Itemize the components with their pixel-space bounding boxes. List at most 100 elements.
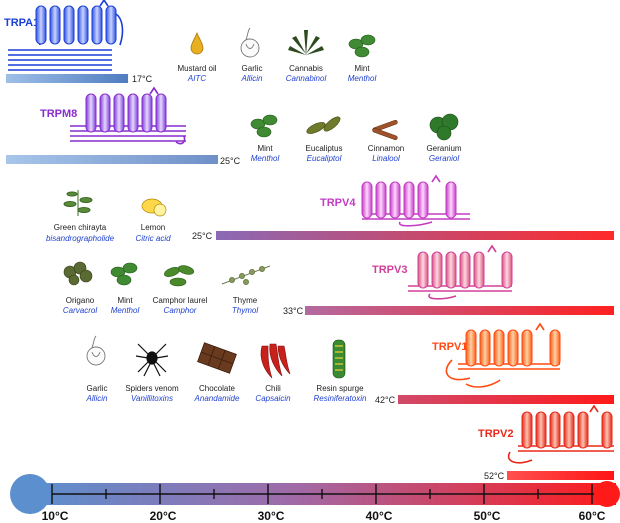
- chili-pepper-icon: [260, 343, 291, 379]
- compound-spiders-venom: Spiders venom Vanillitoxins: [125, 343, 179, 403]
- source-name: Mint: [257, 144, 273, 153]
- trpv1-threshold: 42°C: [375, 395, 396, 405]
- compound-mint-b: Mint Menthol: [250, 114, 279, 163]
- source-name: Cannabis: [289, 64, 323, 73]
- source-name: Origano: [66, 296, 95, 305]
- trpv2-row: TRPV2 52°C: [478, 404, 614, 481]
- source-name: Mustard oil: [177, 64, 216, 73]
- thyme-icon: [221, 265, 271, 285]
- channel-label-trpv3: TRPV3: [372, 264, 407, 276]
- source-name: Geranium: [426, 144, 461, 153]
- compound-name: Allicin: [86, 394, 108, 403]
- scale-tick-10: 10°C: [42, 509, 69, 523]
- compound-name: Anandamide: [194, 394, 240, 403]
- source-name: Mint: [117, 296, 133, 305]
- temperature-scale: 10°C 20°C 30°C 40°C 50°C 60°C: [10, 474, 620, 523]
- oregano-icon: [63, 261, 93, 286]
- compound-name: Menthol: [111, 306, 140, 315]
- compound-name: Thymol: [232, 306, 258, 315]
- mint-leaf-icon: [110, 262, 138, 286]
- trpv3-threshold: 33°C: [283, 306, 304, 316]
- mustard-oil-drop-icon: [190, 31, 204, 55]
- compound-thyme: Thyme Thymol: [221, 265, 271, 315]
- mint-leaf-icon: [348, 34, 376, 58]
- compound-mustard-oil: Mustard oil AITC: [177, 31, 217, 83]
- garlic-icon: [240, 27, 260, 58]
- compound-name: Menthol: [348, 74, 377, 83]
- source-name: Chili: [265, 384, 281, 393]
- source-name: Spiders venom: [125, 384, 179, 393]
- source-name: Camphor laurel: [153, 296, 208, 305]
- trpa1-channel-icon: [8, 0, 124, 71]
- trpa1-row: TRPA1 17°C Mustard oil AITC Garlic Allic…: [4, 0, 376, 84]
- trpa1-threshold: 17°C: [132, 74, 153, 84]
- trpv3-channel-icon: [408, 244, 513, 300]
- compound-name: Camphor: [164, 306, 197, 315]
- source-name: Green chirayta: [54, 223, 107, 232]
- trpm8-cold-bar: [6, 155, 218, 164]
- trpv2-channel-icon: [507, 404, 614, 464]
- cannabis-leaf-icon: [288, 30, 324, 56]
- compound-eucalyptus: Eucaliptus Eucaliptol: [306, 116, 342, 163]
- compound-name: Carvacrol: [63, 306, 97, 315]
- compound-garlic-a: Garlic Allicin: [240, 27, 263, 83]
- compound-mint-c: Mint Menthol: [110, 262, 140, 315]
- channel-label-trpa1: TRPA1: [4, 17, 39, 29]
- trpv3-row: TRPV3 33°C Origano Carvacrol Mint: [63, 244, 614, 316]
- compound-name: Citric acid: [135, 234, 171, 243]
- mint-leaf-icon: [250, 114, 278, 138]
- trpm8-row: TRPM8 25°C Mint Menthol Eucaliptus: [6, 86, 462, 166]
- compound-name: bisandrographolide: [46, 234, 115, 243]
- compound-geranium: Geranium Geraniol: [426, 113, 462, 163]
- compound-chili: Chili Capsaicin: [255, 343, 291, 403]
- compound-resin-spurge: Resin spurge Resiniferatoxin: [314, 339, 367, 403]
- compound-name: Geraniol: [429, 154, 459, 163]
- camphor-leaf-icon: [164, 265, 195, 287]
- scale-tick-60: 60°C: [579, 509, 606, 523]
- compound-cannabis: Cannabis Cannabinol: [286, 30, 327, 83]
- cinnamon-stick-icon: [372, 119, 398, 141]
- compound-camphor-laurel: Camphor laurel Camphor: [153, 265, 208, 315]
- source-name: Garlic: [242, 64, 263, 73]
- source-name: Mint: [354, 64, 370, 73]
- scale-axis: [51, 484, 594, 504]
- geranium-leaf-icon: [429, 113, 459, 141]
- trpv1-channel-icon: [445, 322, 561, 388]
- compound-green-chirayta: Green chirayta bisandrographolide: [46, 190, 115, 243]
- garlic-icon: [86, 335, 106, 366]
- compound-name: Resiniferatoxin: [314, 394, 367, 403]
- source-name: Lemon: [141, 223, 165, 232]
- trpa1-cold-bar: [6, 74, 128, 83]
- trpv1-warm-bar: [398, 395, 614, 404]
- trpv2-threshold: 52°C: [484, 471, 505, 481]
- scale-cold-end-bulb: [10, 474, 50, 514]
- compound-chocolate: Chocolate Anandamide: [194, 342, 240, 403]
- compound-cinnamon: Cinnamon Linalool: [368, 119, 404, 163]
- source-name: Garlic: [87, 384, 108, 393]
- scale-tick-20: 20°C: [150, 509, 177, 523]
- channel-label-trpv4: TRPV4: [320, 197, 356, 209]
- compound-name: Allicin: [241, 74, 263, 83]
- spider-icon: [135, 343, 169, 377]
- source-name: Thyme: [233, 296, 258, 305]
- trpm8-threshold: 25°C: [220, 156, 241, 166]
- lemon-icon: [141, 198, 167, 217]
- trpv4-row: TRPV4 25°C Green chirayta bisandrographo…: [46, 174, 614, 243]
- scale-tick-40: 40°C: [366, 509, 393, 523]
- channel-label-trpv2: TRPV2: [478, 428, 513, 440]
- trpv4-threshold: 25°C: [192, 231, 213, 241]
- compound-name: Cannabinol: [286, 74, 327, 83]
- compound-name: AITC: [187, 74, 206, 83]
- compound-mint-a: Mint Menthol: [348, 34, 377, 83]
- scale-tick-30: 30°C: [258, 509, 285, 523]
- trpv4-warm-bar: [216, 231, 614, 240]
- trpv1-row: TRPV1 42°C Garlic Allicin Spid: [86, 322, 614, 405]
- eucalyptus-leaf-icon: [306, 116, 341, 134]
- resin-spurge-icon: [332, 339, 346, 379]
- channel-label-trpm8: TRPM8: [40, 108, 77, 120]
- compound-name: Vanillitoxins: [131, 394, 173, 403]
- trpv2-warm-bar: [507, 471, 614, 480]
- trpm8-channel-icon: [70, 86, 186, 145]
- source-name: Resin spurge: [316, 384, 364, 393]
